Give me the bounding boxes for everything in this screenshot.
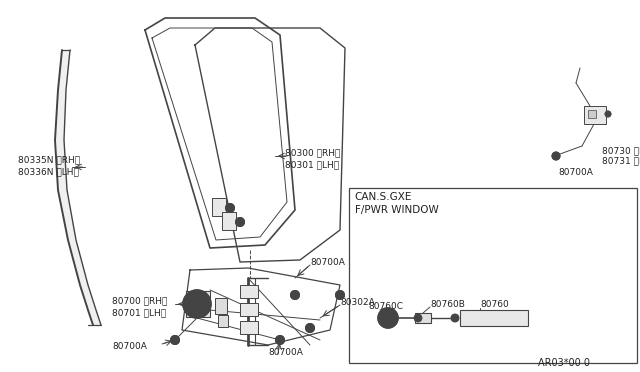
Circle shape [183, 290, 211, 318]
Circle shape [383, 313, 393, 323]
Circle shape [191, 298, 203, 310]
Text: 80701 〈LH〉: 80701 〈LH〉 [112, 308, 166, 317]
Text: 80335N 〈RH〉: 80335N 〈RH〉 [18, 155, 80, 164]
Circle shape [236, 218, 244, 227]
Text: 80300 〈RH〉: 80300 〈RH〉 [285, 148, 340, 157]
Circle shape [225, 203, 234, 212]
Bar [240, 303, 258, 316]
Polygon shape [55, 50, 101, 325]
Text: 80700A: 80700A [558, 168, 593, 177]
Text: 80302A: 80302A [340, 298, 375, 307]
Text: AR03*00 0: AR03*00 0 [538, 358, 590, 368]
Bar [212, 198, 226, 216]
Text: 80760: 80760 [480, 300, 509, 309]
Text: 80700 〈RH〉: 80700 〈RH〉 [112, 296, 168, 305]
Circle shape [378, 308, 398, 328]
Bar [240, 285, 258, 298]
Circle shape [605, 111, 611, 117]
Bar [215, 298, 227, 314]
Circle shape [414, 314, 422, 322]
Text: F/PWR WINDOW: F/PWR WINDOW [355, 205, 438, 215]
Text: 80700A: 80700A [268, 348, 303, 357]
Text: CAN.S.GXE: CAN.S.GXE [355, 192, 412, 202]
Circle shape [170, 336, 179, 344]
Circle shape [275, 336, 285, 344]
Bar [588, 110, 596, 118]
Bar [415, 313, 431, 323]
Text: 80700A: 80700A [112, 342, 147, 351]
Circle shape [451, 314, 459, 322]
Circle shape [552, 152, 560, 160]
Bar [218, 315, 228, 327]
Bar [460, 310, 528, 326]
Bar [186, 291, 210, 317]
Bar [222, 212, 236, 230]
Circle shape [305, 324, 314, 333]
Text: 80760C: 80760C [368, 302, 403, 311]
Circle shape [335, 291, 344, 299]
Text: 80700A: 80700A [310, 258, 345, 267]
Text: 80731 〈LH〉: 80731 〈LH〉 [602, 156, 640, 165]
Bar [584, 106, 606, 124]
Text: 80760B: 80760B [430, 300, 465, 309]
Bar [349, 188, 637, 363]
Text: 80336N 〈LH〉: 80336N 〈LH〉 [18, 167, 79, 176]
Text: 80301 〈LH〉: 80301 〈LH〉 [285, 160, 339, 169]
Circle shape [291, 291, 300, 299]
Text: 80730 〈RH〉: 80730 〈RH〉 [602, 146, 640, 155]
Bar [240, 321, 258, 334]
